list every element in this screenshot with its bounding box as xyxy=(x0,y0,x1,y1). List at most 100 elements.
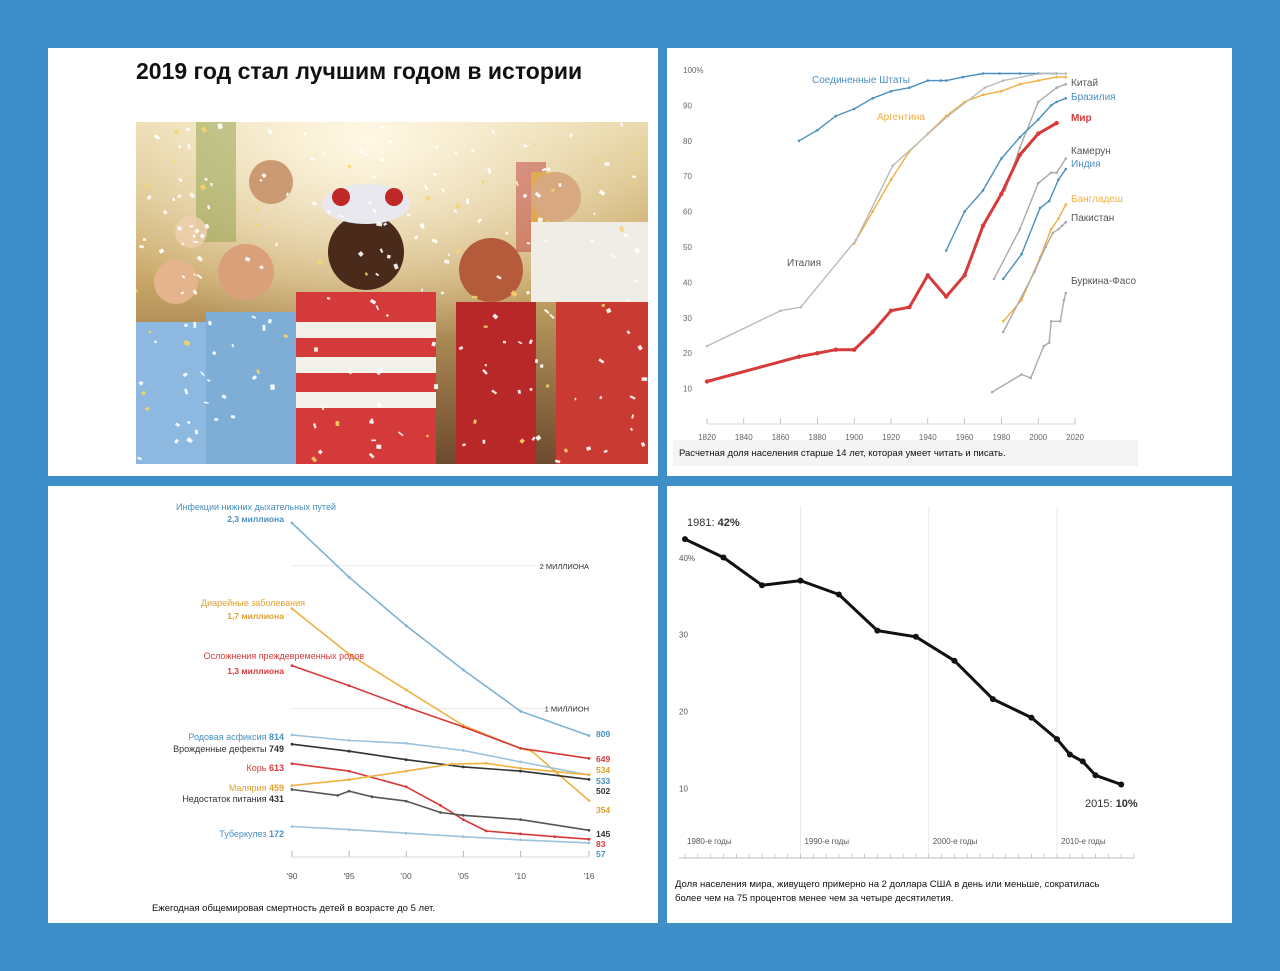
confetti-piece xyxy=(406,213,411,217)
x-tick-label: 1840 xyxy=(735,433,753,442)
data-point xyxy=(1036,182,1040,185)
confetti-piece xyxy=(383,222,388,227)
confetti-piece xyxy=(173,159,176,163)
y-tick-label: 50 xyxy=(683,243,692,252)
confetti-piece xyxy=(637,344,643,351)
confetti-piece xyxy=(181,242,185,245)
data-point xyxy=(1064,167,1068,171)
confetti-piece xyxy=(629,427,634,432)
data-point xyxy=(290,521,294,525)
data-point xyxy=(404,741,408,745)
confetti-piece xyxy=(199,183,207,191)
series-label-аргентина: Аргентина xyxy=(877,112,925,123)
data-point xyxy=(404,769,408,773)
confetti-piece xyxy=(326,209,331,215)
series-label-инфекции-нижних-дыхательных-путей: Инфекции нижних дыхательных путей xyxy=(176,502,336,512)
y-tick-label: 80 xyxy=(683,137,692,146)
data-point xyxy=(1054,736,1060,743)
confetti-piece xyxy=(368,452,375,459)
data-point xyxy=(870,329,875,335)
confetti-piece xyxy=(397,431,404,437)
data-point xyxy=(992,277,996,281)
confetti-piece xyxy=(217,123,223,130)
confetti-piece xyxy=(376,444,382,450)
data-point xyxy=(961,75,965,79)
series-label-индия: Индия xyxy=(1071,159,1101,170)
data-point xyxy=(1029,376,1033,380)
confetti-piece xyxy=(285,192,290,197)
data-point xyxy=(290,733,294,737)
confetti-piece xyxy=(491,129,496,135)
celebration-photo xyxy=(136,122,648,464)
y-tick-label: 40% xyxy=(679,554,695,563)
confetti-piece xyxy=(458,346,464,351)
confetti-piece xyxy=(204,177,208,181)
data-point xyxy=(347,749,351,753)
x-tick-label: '05 xyxy=(458,871,469,881)
confetti-piece xyxy=(317,260,323,266)
x-tick-label: 1940 xyxy=(919,433,937,442)
data-point xyxy=(290,607,294,610)
confetti-piece xyxy=(482,439,486,444)
confetti-piece xyxy=(204,223,210,230)
confetti-piece xyxy=(193,240,199,244)
confetti-piece xyxy=(465,198,470,205)
confetti-piece xyxy=(321,405,325,411)
data-point xyxy=(852,107,856,111)
data-point xyxy=(815,351,820,356)
confetti-piece xyxy=(311,456,318,463)
confetti-piece xyxy=(541,167,547,172)
x-tick-label: '90 xyxy=(286,871,297,881)
series-label-италия: Италия xyxy=(787,258,821,269)
confetti-piece xyxy=(174,129,179,135)
confetti-piece xyxy=(375,305,380,311)
data-point xyxy=(1036,118,1040,121)
data-point xyxy=(1001,277,1005,281)
data-point xyxy=(1051,231,1055,235)
data-point xyxy=(290,742,294,746)
data-point xyxy=(852,347,857,352)
data-point xyxy=(705,344,709,348)
data-point xyxy=(587,778,591,781)
confetti-piece xyxy=(251,315,257,319)
data-point xyxy=(336,794,340,797)
data-point xyxy=(1059,320,1062,323)
confetti-piece xyxy=(251,375,258,381)
data-point xyxy=(888,308,894,313)
series-end-value: 83 xyxy=(596,839,606,849)
data-point xyxy=(461,725,465,729)
confetti-piece xyxy=(190,176,194,180)
y-tick-label: 40 xyxy=(683,278,692,287)
y-tick-label: 70 xyxy=(683,172,692,181)
data-point xyxy=(1018,146,1022,150)
series-end-value: 145 xyxy=(596,829,610,839)
confetti-piece xyxy=(533,143,536,146)
confetti-piece xyxy=(184,388,189,395)
confetti-piece xyxy=(629,395,636,400)
x-tick-label: 1880 xyxy=(809,433,827,442)
confetti-piece xyxy=(482,369,488,375)
data-point xyxy=(347,652,351,656)
page-title: 2019 год стал лучшим годом в истории xyxy=(136,58,583,84)
confetti-piece xyxy=(199,233,206,239)
reference-label: 1 МИЛЛИОН xyxy=(545,704,589,713)
confetti-piece xyxy=(432,172,438,177)
x-tick-label: 2000 xyxy=(1029,433,1047,442)
data-point xyxy=(587,841,591,845)
series-line-врожденные-дефекты xyxy=(291,743,590,781)
series-label-малярия: Малярия 459 xyxy=(229,783,284,793)
data-point xyxy=(1064,82,1068,86)
confetti-piece xyxy=(267,128,273,135)
confetti-piece xyxy=(574,397,577,401)
data-point xyxy=(1020,252,1023,256)
child-mortality-chart: 2 МИЛЛИОНА 1 МИЛЛИОН '90 '95 '00 '05 '10 '16 Ин… xyxy=(152,502,610,914)
data-point xyxy=(587,757,591,760)
confetti-piece xyxy=(371,439,376,442)
data-point xyxy=(1055,75,1058,79)
data-point xyxy=(587,799,591,802)
data-point xyxy=(1020,373,1023,376)
confetti-piece xyxy=(193,321,197,328)
data-point xyxy=(347,575,351,579)
data-point xyxy=(1018,136,1022,139)
confetti-piece xyxy=(433,384,439,390)
